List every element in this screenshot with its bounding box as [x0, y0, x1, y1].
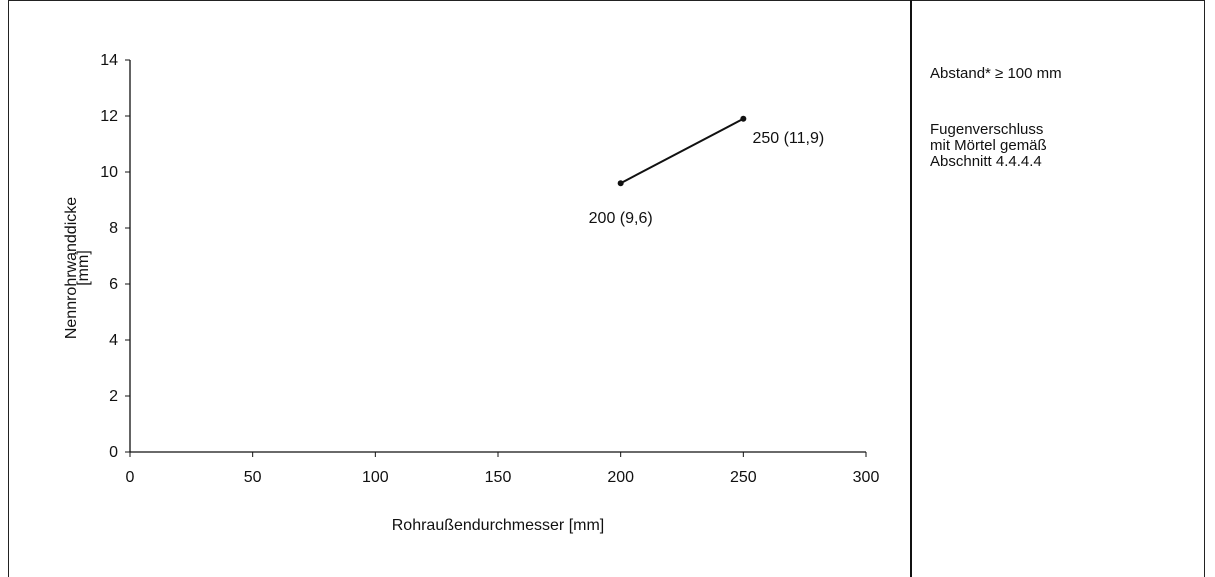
y-tick-label: 10: [100, 164, 118, 181]
data-point: [617, 180, 624, 187]
y-tick-label: 8: [109, 220, 118, 237]
y-tick-label: 14: [100, 52, 118, 69]
x-tick-label: 100: [362, 469, 389, 486]
x-tick-label: 150: [485, 469, 512, 486]
x-tick-label: 250: [730, 469, 757, 486]
marks: 200 (9,6) 250 (11,9): [589, 115, 824, 227]
y-tick-label: 0: [109, 444, 118, 461]
y-axis-label: Nennrohrwanddicke [mm]: [63, 197, 92, 339]
y-axis-label-line2: [mm]: [75, 250, 92, 286]
series-line: [620, 117, 744, 185]
y-tick-label: 12: [100, 108, 118, 125]
joint-note: Fugenverschluss mit Mörtel gemäß Abschni…: [930, 121, 1047, 170]
x-tick-label: 200: [607, 469, 634, 486]
data-label: 200 (9,6): [589, 210, 653, 227]
axes: 0 50 100 150 200 250 300 0 2 4 6 8 10 12 14: [100, 52, 879, 486]
spacing-note: Abstand* ≥ 100 mm: [930, 65, 1062, 82]
y-tick-label: 2: [109, 388, 118, 405]
y-tick-label: 6: [109, 276, 118, 293]
x-axis-label: Rohraußendurchmesser [mm]: [392, 517, 605, 534]
panel-divider: [910, 0, 912, 577]
x-tick-label: 300: [853, 469, 880, 486]
y-tick-label: 4: [109, 332, 118, 349]
x-tick-label: 50: [244, 469, 262, 486]
data-label: 250 (11,9): [752, 130, 824, 147]
figure-frame: [8, 0, 1205, 577]
data-point: [740, 115, 747, 122]
x-tick-label: 0: [126, 469, 135, 486]
notes-panel: Abstand* ≥ 100 mm Fugenverschluss mit Mö…: [930, 66, 1200, 170]
y-axis-label-line1: Nennrohrwanddicke: [63, 197, 80, 339]
